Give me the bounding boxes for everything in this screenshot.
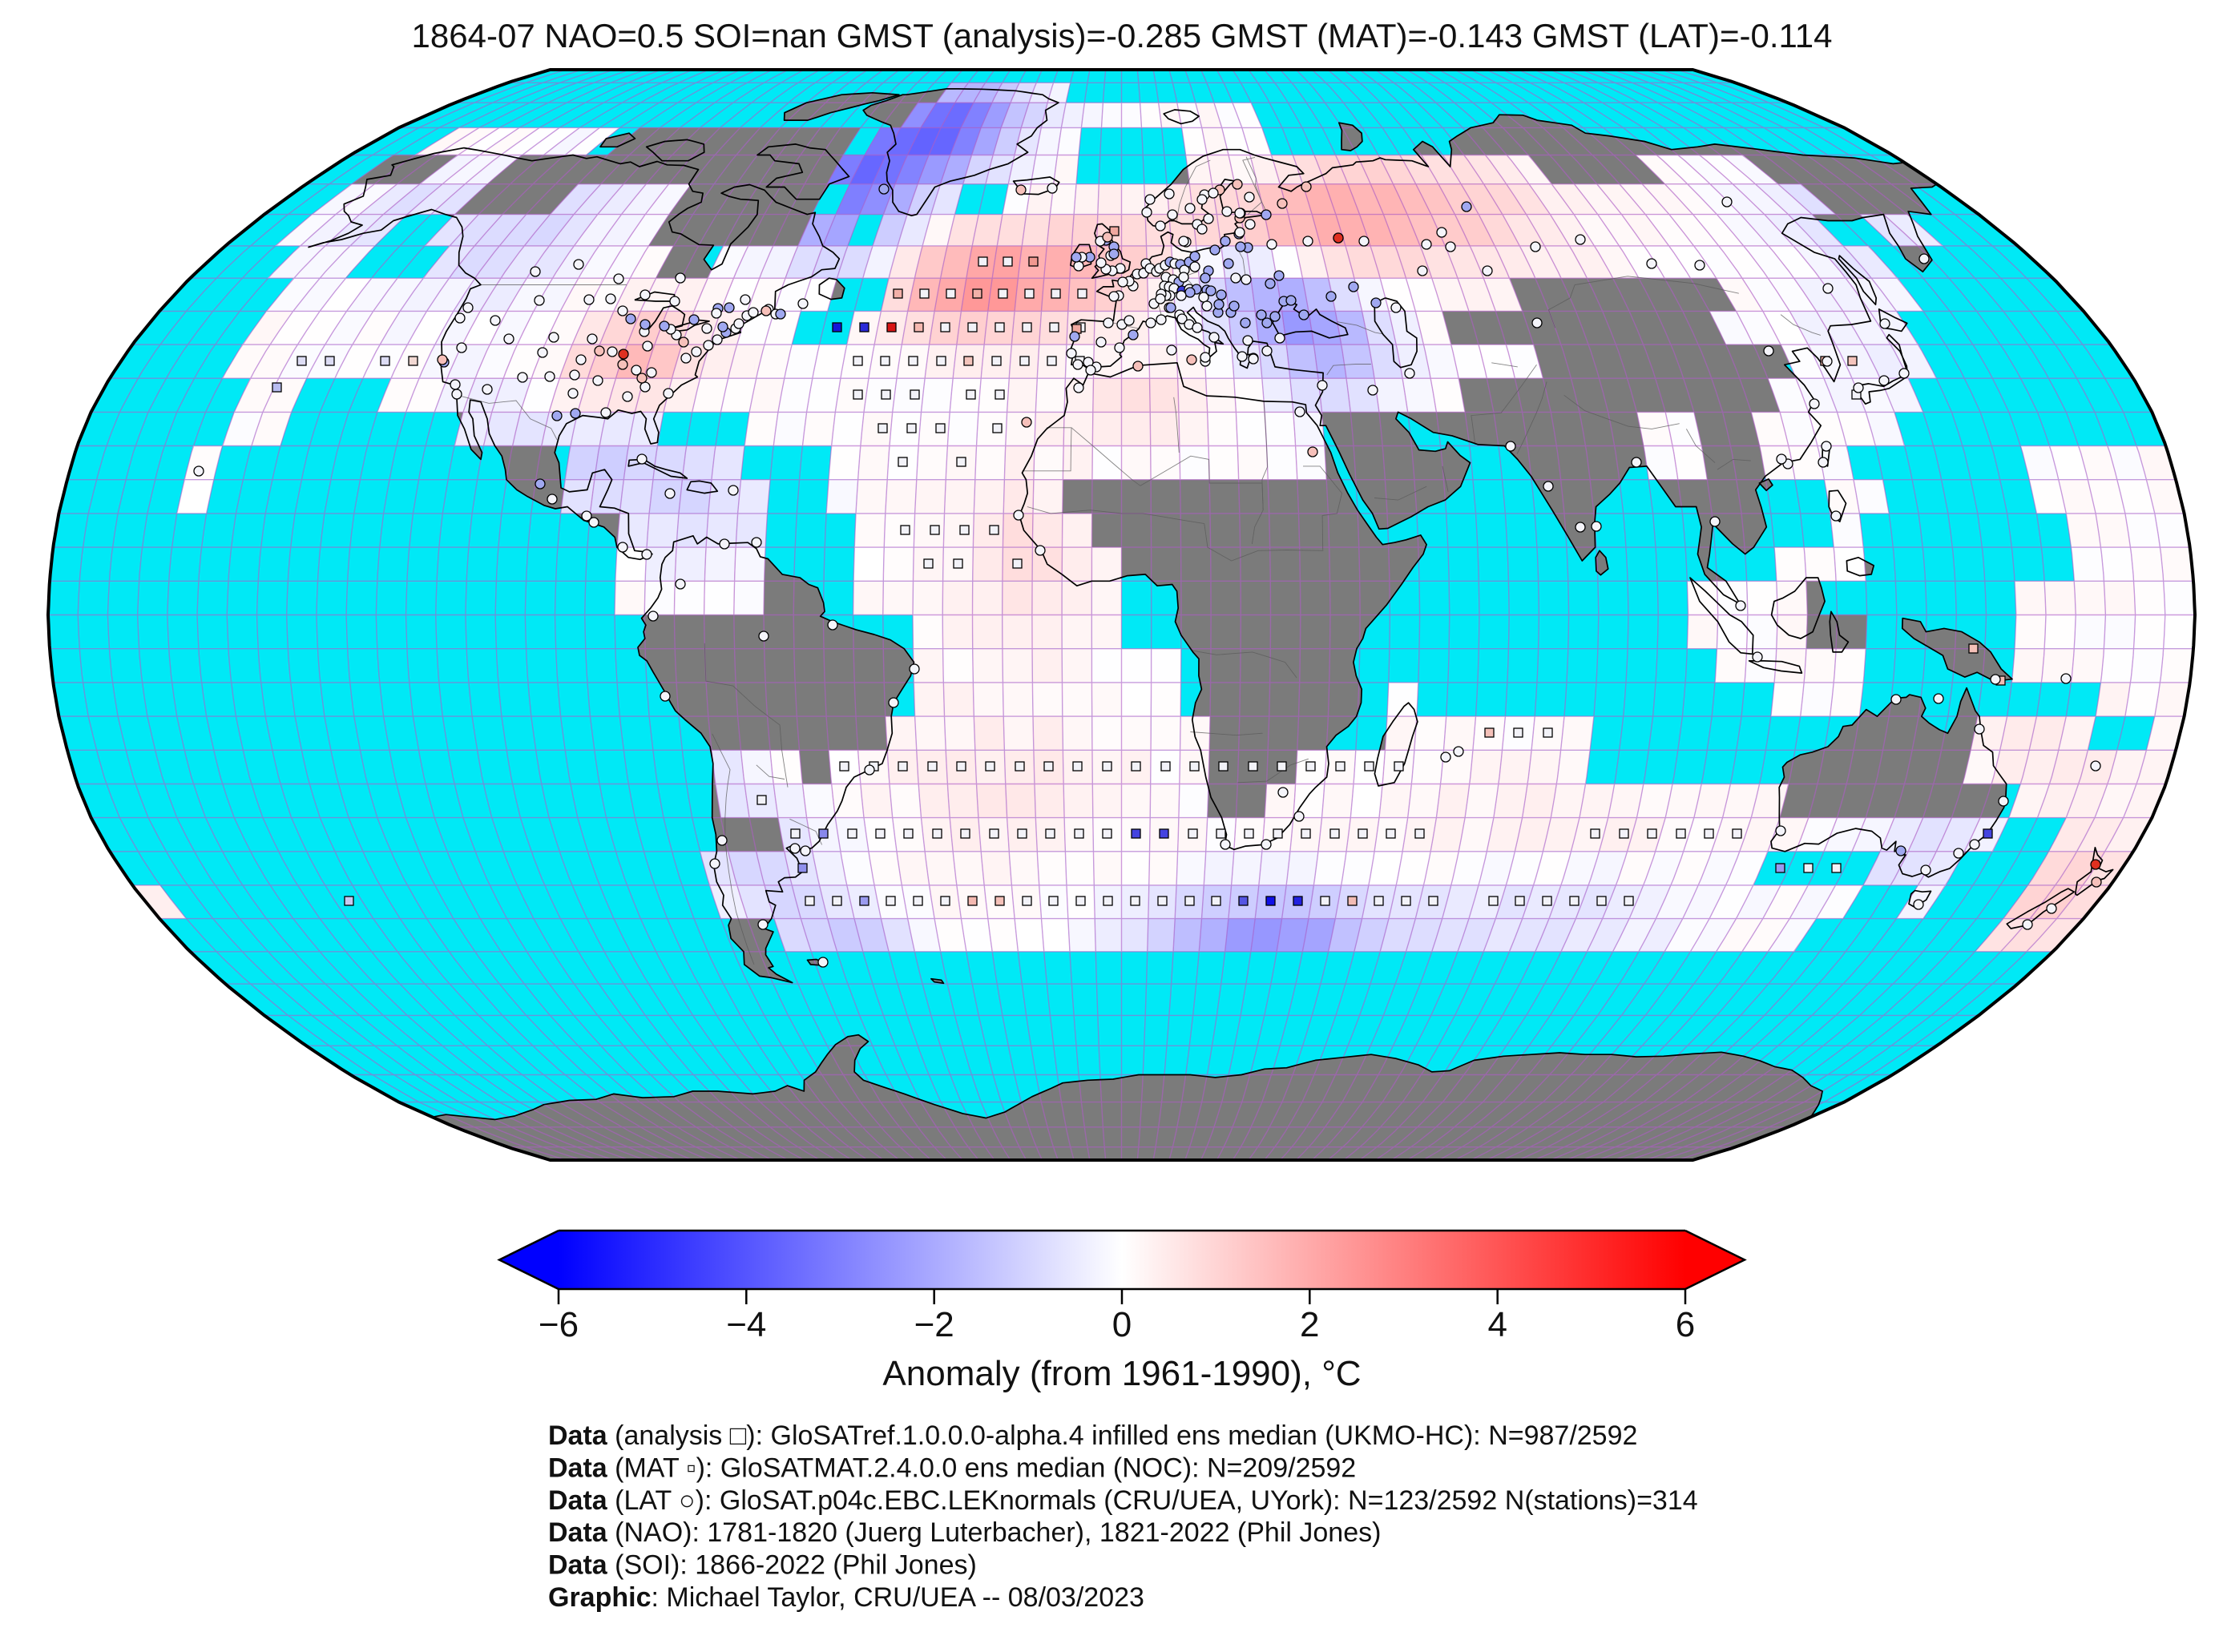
svg-text:Graphic: Michael Taylor, CRU/U: Graphic: Michael Taylor, CRU/UEA -- 08/0…: [548, 1582, 1144, 1613]
svg-text:Data (NAO): 1781-1820 (Juerg L: Data (NAO): 1781-1820 (Juerg Luterbacher…: [548, 1517, 1381, 1548]
svg-text:Data (MAT ▫): GloSATMAT.2.4.0.: Data (MAT ▫): GloSATMAT.2.4.0.0 ens medi…: [548, 1453, 1356, 1483]
svg-text:6: 6: [1676, 1305, 1695, 1344]
svg-text:1864-07 NAO=0.5 SOI=nan GMST (: 1864-07 NAO=0.5 SOI=nan GMST (analysis)=…: [412, 17, 1833, 54]
svg-text:0: 0: [1112, 1305, 1132, 1344]
svg-text:Data (analysis □): GloSATref.1: Data (analysis □): GloSATref.1.0.0.0-alp…: [548, 1420, 1637, 1451]
svg-text:−2: −2: [914, 1305, 954, 1344]
svg-text:Anomaly (from 1961-1990), °C: Anomaly (from 1961-1990), °C: [882, 1354, 1361, 1393]
svg-text:Data (LAT ○): GloSAT.p04c.EBC.: Data (LAT ○): GloSAT.p04c.EBC.LEKnormals…: [548, 1485, 1698, 1516]
svg-text:−6: −6: [539, 1305, 579, 1344]
svg-text:−4: −4: [726, 1305, 766, 1344]
svg-text:4: 4: [1487, 1305, 1507, 1344]
svg-text:Data (SOI): 1866-2022 (Phil Jo: Data (SOI): 1866-2022 (Phil Jones): [548, 1550, 977, 1581]
svg-text:2: 2: [1300, 1305, 1319, 1344]
